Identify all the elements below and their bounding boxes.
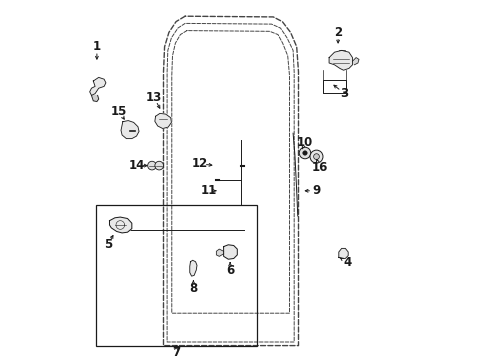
Circle shape — [302, 151, 306, 155]
Circle shape — [309, 150, 322, 163]
Circle shape — [147, 161, 156, 170]
Text: 13: 13 — [145, 91, 162, 104]
Polygon shape — [89, 77, 106, 95]
Polygon shape — [338, 248, 347, 258]
Text: 9: 9 — [312, 184, 320, 197]
Polygon shape — [352, 58, 358, 65]
Text: 1: 1 — [93, 40, 101, 53]
Text: 15: 15 — [111, 105, 127, 118]
Circle shape — [155, 161, 163, 170]
Text: 11: 11 — [200, 184, 216, 197]
Bar — [322, 80, 346, 93]
Polygon shape — [189, 260, 197, 276]
Polygon shape — [109, 217, 132, 233]
Circle shape — [299, 147, 310, 159]
Polygon shape — [121, 121, 139, 139]
Text: 5: 5 — [103, 238, 112, 251]
Text: 8: 8 — [189, 282, 197, 294]
Circle shape — [313, 154, 319, 159]
Text: 3: 3 — [340, 87, 348, 100]
Text: 16: 16 — [310, 161, 327, 174]
Text: 14: 14 — [128, 159, 144, 172]
Polygon shape — [216, 249, 223, 256]
Text: 2: 2 — [333, 26, 342, 39]
Text: 4: 4 — [343, 256, 351, 269]
Polygon shape — [328, 50, 352, 70]
Polygon shape — [223, 245, 237, 259]
Text: 12: 12 — [191, 157, 207, 170]
Polygon shape — [91, 95, 99, 102]
Text: 7: 7 — [172, 346, 180, 359]
Polygon shape — [155, 113, 171, 129]
Text: 6: 6 — [225, 264, 234, 276]
Bar — [96, 205, 257, 346]
Text: 10: 10 — [296, 136, 312, 149]
